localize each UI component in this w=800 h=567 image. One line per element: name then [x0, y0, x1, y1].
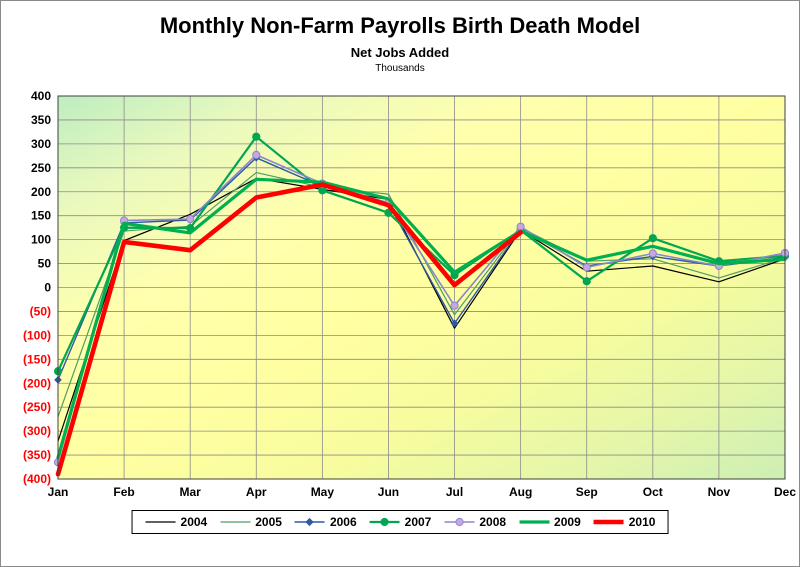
y-tick-label: (200)	[23, 376, 51, 390]
legend-item-2008: 2008	[443, 515, 506, 529]
legend: 2004 2005 2006 2007 2008 2009 2010	[131, 510, 669, 534]
legend-label-2010: 2010	[628, 515, 656, 529]
y-tick-label: (350)	[23, 448, 51, 462]
y-tick-label: 0	[44, 281, 51, 295]
legend-label-2008: 2008	[479, 515, 507, 529]
y-axis-labels: (400) (350) (300) (250) (200) (150) (100) (50) 0…	[23, 89, 51, 486]
x-tick-label: Sep	[576, 485, 598, 499]
y-tick-label: 150	[31, 209, 51, 223]
y-tick-label: 50	[38, 257, 52, 271]
legend-item-2009: 2009	[518, 515, 581, 529]
marker-2007	[648, 234, 657, 243]
x-tick-label: Dec	[774, 485, 796, 499]
x-tick-label: Apr	[246, 485, 267, 499]
y-tick-label: (100)	[23, 328, 51, 342]
legend-label-2004: 2004	[180, 515, 208, 529]
legend-label-2009: 2009	[554, 515, 581, 529]
series-2010	[55, 182, 523, 477]
legend-line-sample-2009	[519, 520, 550, 524]
legend-line-sample-2008	[444, 517, 475, 527]
x-tick-label: Nov	[708, 485, 731, 499]
x-tick-label: Jul	[446, 485, 463, 499]
y-tick-label: 350	[31, 113, 51, 127]
x-tick-label: Feb	[113, 485, 134, 499]
legend-label-2005: 2005	[255, 515, 282, 529]
x-tick-label: May	[311, 485, 335, 499]
marker-2008	[582, 263, 591, 272]
legend-line-sample-2007	[369, 517, 400, 527]
marker-2007	[318, 186, 327, 195]
y-tick-label: (150)	[23, 352, 51, 366]
marker-2008	[186, 214, 195, 224]
y-tick-label: (250)	[23, 400, 51, 414]
legend-item-2007: 2007	[369, 515, 432, 529]
chart-subtitle: Net Jobs Added	[350, 45, 450, 60]
x-tick-label: Mar	[180, 485, 202, 499]
series-2009	[56, 177, 787, 460]
marker-2008	[252, 150, 261, 159]
y-tick-label: 300	[31, 137, 51, 151]
x-tick-label: Jun	[378, 485, 399, 499]
legend-item-2004: 2004	[145, 515, 208, 529]
marker-2008	[516, 222, 525, 231]
y-tick-label: 100	[31, 233, 51, 247]
x-tick-label: Oct	[643, 485, 663, 499]
y-tick-label: 250	[31, 161, 51, 175]
x-tick-label: Jan	[48, 485, 69, 499]
plot-border	[57, 95, 786, 480]
legend-label-2006: 2006	[329, 515, 357, 529]
y-tick-label: (50)	[30, 304, 51, 318]
legend-line-sample-2006	[294, 517, 325, 527]
y-tick-label: 400	[31, 89, 51, 103]
marker-2008	[648, 249, 657, 258]
marker-2007	[582, 277, 591, 286]
chart-unit-label: Thousands	[375, 63, 425, 74]
y-tick-label: (400)	[23, 472, 51, 486]
legend-item-2006: 2006	[294, 515, 357, 529]
chart-title: Monthly Non-Farm Payrolls Birth Death Mo…	[159, 13, 641, 38]
legend-line-sample-2005	[220, 521, 251, 523]
marker-2007	[252, 132, 261, 141]
y-tick-label: 200	[31, 185, 51, 199]
legend-line-sample-2004	[145, 521, 176, 523]
legend-item-2010: 2010	[593, 515, 656, 529]
x-axis-labels: Jan Feb Mar Apr May Jun Jul Aug Sep Oct Nov Dec	[48, 485, 797, 499]
y-tick-label: (300)	[23, 424, 51, 438]
legend-item-2005: 2005	[219, 515, 282, 529]
legend-label-2007: 2007	[404, 515, 432, 529]
x-tick-label: Aug	[509, 485, 532, 499]
marker-2008	[450, 301, 459, 310]
marker-2006	[450, 319, 459, 328]
legend-line-sample-2010	[593, 519, 624, 525]
